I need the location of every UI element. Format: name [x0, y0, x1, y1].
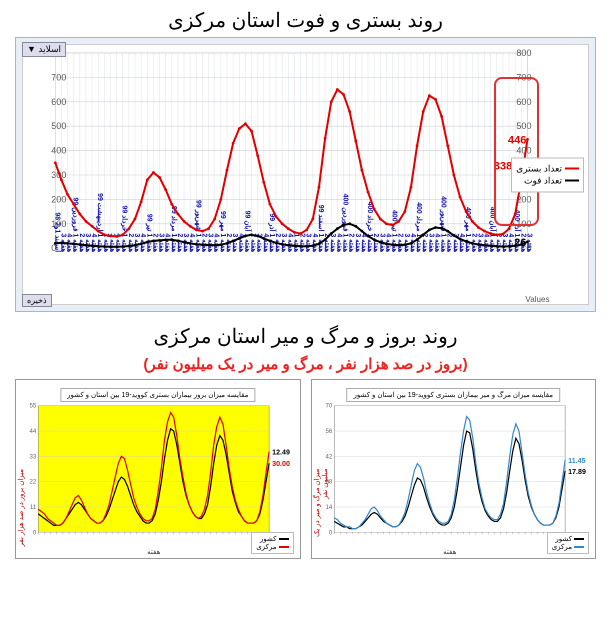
- svg-text:400: 400: [51, 146, 66, 156]
- svg-text:هفته: هفته: [147, 549, 161, 556]
- svg-text:هفته 3: هفته 3: [501, 233, 508, 252]
- secondary-title: روند بروز و مرگ و میر استان مرکزی: [0, 322, 611, 353]
- svg-text:هفته 3: هفته 3: [329, 233, 336, 252]
- svg-text:هفته: هفته: [443, 549, 457, 556]
- svg-text:هفته 3: هفته 3: [207, 233, 214, 252]
- svg-text:42: 42: [325, 454, 332, 460]
- svg-text:26: 26: [514, 237, 526, 249]
- svg-text:هفته 2: هفته 2: [495, 233, 502, 252]
- svg-text:هفته 4: هفته 4: [433, 233, 440, 252]
- svg-text:هفته 2: هفته 2: [372, 233, 379, 252]
- svg-text:هفته 3: هفته 3: [280, 233, 287, 252]
- chart1-plot: 0100200300400500600700800010020030040050…: [22, 44, 589, 305]
- svg-text:11.45: 11.45: [568, 458, 585, 465]
- svg-text:200: 200: [51, 194, 66, 204]
- subtitle: (بروز در صد هزار نفر ، مرگ و میر در یک م…: [0, 353, 611, 379]
- svg-text:هفته 3: هفته 3: [305, 233, 312, 252]
- svg-text:هفته 2: هفته 2: [299, 233, 306, 252]
- svg-text:هفته 2: هفته 2: [200, 233, 207, 252]
- svg-text:11: 11: [30, 505, 37, 511]
- svg-text:هفته 3: هفته 3: [231, 233, 238, 252]
- svg-text:هفته 4: هفته 4: [311, 233, 318, 252]
- svg-text:56: 56: [325, 429, 332, 435]
- svg-text:هفته 4: هفته 4: [90, 233, 97, 252]
- svg-text:هفته 4: هفته 4: [213, 233, 220, 252]
- bottom-row: مقایسه میزان بروز بیماران بستری کووید-19…: [15, 379, 596, 559]
- svg-text:هفته 4: هفته 4: [335, 233, 342, 252]
- svg-text:17.89: 17.89: [568, 469, 586, 476]
- svg-text:هفته 1 تیر 99: هفته 1 تیر 99: [145, 214, 152, 253]
- chart-right-legend: کشور مرکزی: [547, 532, 589, 554]
- svg-text:هفته 2: هفته 2: [127, 233, 134, 252]
- svg-text:هفته 4: هفته 4: [262, 233, 269, 252]
- svg-text:هفته 3: هفته 3: [84, 233, 91, 252]
- svg-text:30.00: 30.00: [272, 461, 290, 468]
- svg-text:44: 44: [29, 429, 36, 435]
- svg-text:هفته 2: هفته 2: [176, 233, 183, 252]
- chart-right: مقایسه میزان مرگ و میر بیماران بستری کوو…: [311, 379, 597, 559]
- main-title: روند بستری و فوت استان مرکزی: [0, 0, 611, 37]
- legend-label: تعداد بستری: [516, 163, 562, 174]
- svg-text:Values: Values: [525, 295, 549, 304]
- svg-text:هفته 1 فروردین 400: هفته 1 فروردین 400: [341, 194, 348, 253]
- chart-left-title: مقایسه میزان بروز بیماران بستری کووید-19…: [60, 388, 255, 402]
- svg-text:هفته 1 تیر 400: هفته 1 تیر 400: [391, 210, 398, 252]
- svg-text:هفته 3: هفته 3: [133, 233, 140, 252]
- chart-right-title: مقایسه میزان مرگ و میر بیماران بستری کوو…: [346, 388, 560, 402]
- svg-text:338: 338: [494, 161, 513, 173]
- svg-text:400: 400: [516, 146, 531, 156]
- svg-text:800: 800: [516, 48, 531, 58]
- svg-text:500: 500: [51, 121, 66, 131]
- svg-text:هفته 1: هفته 1: [292, 233, 299, 252]
- svg-text:هفته 2: هفته 2: [151, 233, 158, 252]
- svg-text:446: 446: [508, 134, 527, 146]
- svg-text:600: 600: [516, 97, 531, 107]
- save-button[interactable]: ذخیره: [22, 294, 52, 307]
- svg-text:هفته 2: هفته 2: [348, 233, 355, 252]
- svg-text:هفته 4: هفته 4: [483, 233, 490, 252]
- svg-text:هفته 1 مهر 99: هفته 1 مهر 99: [219, 211, 226, 253]
- svg-text:هفته 4: هفته 4: [164, 233, 171, 252]
- svg-text:500: 500: [516, 121, 531, 131]
- svg-text:هفته 4: هفته 4: [458, 233, 465, 252]
- svg-text:هفته 2: هفته 2: [446, 233, 453, 252]
- svg-text:هفته 2: هفته 2: [397, 233, 404, 252]
- svg-text:22: 22: [29, 480, 36, 486]
- svg-text:هفته 4: هفته 4: [286, 233, 293, 252]
- svg-text:700: 700: [516, 72, 531, 82]
- chart-left-ylabel: میزان بروز در صد هزار نفر: [18, 469, 26, 546]
- legend-label: تعداد فوت: [524, 175, 562, 186]
- chart-left: مقایسه میزان بروز بیماران بستری کووید-19…: [15, 379, 301, 559]
- legend-row: تعداد بستری: [516, 163, 579, 174]
- svg-text:هفته 3: هفته 3: [158, 233, 165, 252]
- chart-left-legend: کشور مرکزی: [251, 532, 293, 554]
- svg-text:هفته 1 شهریور 400: هفته 1 شهریور 400: [440, 196, 447, 252]
- svg-text:0: 0: [33, 530, 37, 536]
- svg-text:هفته 4: هفته 4: [507, 233, 514, 252]
- svg-text:55: 55: [29, 404, 36, 410]
- svg-text:هفته 3: هفته 3: [354, 233, 361, 252]
- svg-text:هفته 3: هفته 3: [476, 233, 483, 252]
- slide-dropdown[interactable]: اسلاید ▼: [22, 42, 66, 57]
- svg-text:12.49: 12.49: [272, 450, 290, 457]
- chart1-container: اسلاید ▼ ذخیره 0100200300400500600700800…: [15, 37, 596, 312]
- chart-right-ylabel: میزان مرگ و میر در یک میلیون نفر: [314, 469, 330, 558]
- svg-text:هفته 2: هفته 2: [78, 233, 85, 252]
- svg-text:700: 700: [51, 72, 66, 82]
- legend-row: تعداد فوت: [516, 175, 579, 186]
- svg-text:هفته 4: هفته 4: [360, 233, 367, 252]
- svg-text:33: 33: [29, 454, 36, 460]
- svg-text:70: 70: [325, 404, 332, 410]
- chart1-legend: تعداد بستری تعداد فوت: [511, 157, 584, 192]
- svg-text:هفته 3: هفته 3: [427, 233, 434, 252]
- svg-text:600: 600: [51, 97, 66, 107]
